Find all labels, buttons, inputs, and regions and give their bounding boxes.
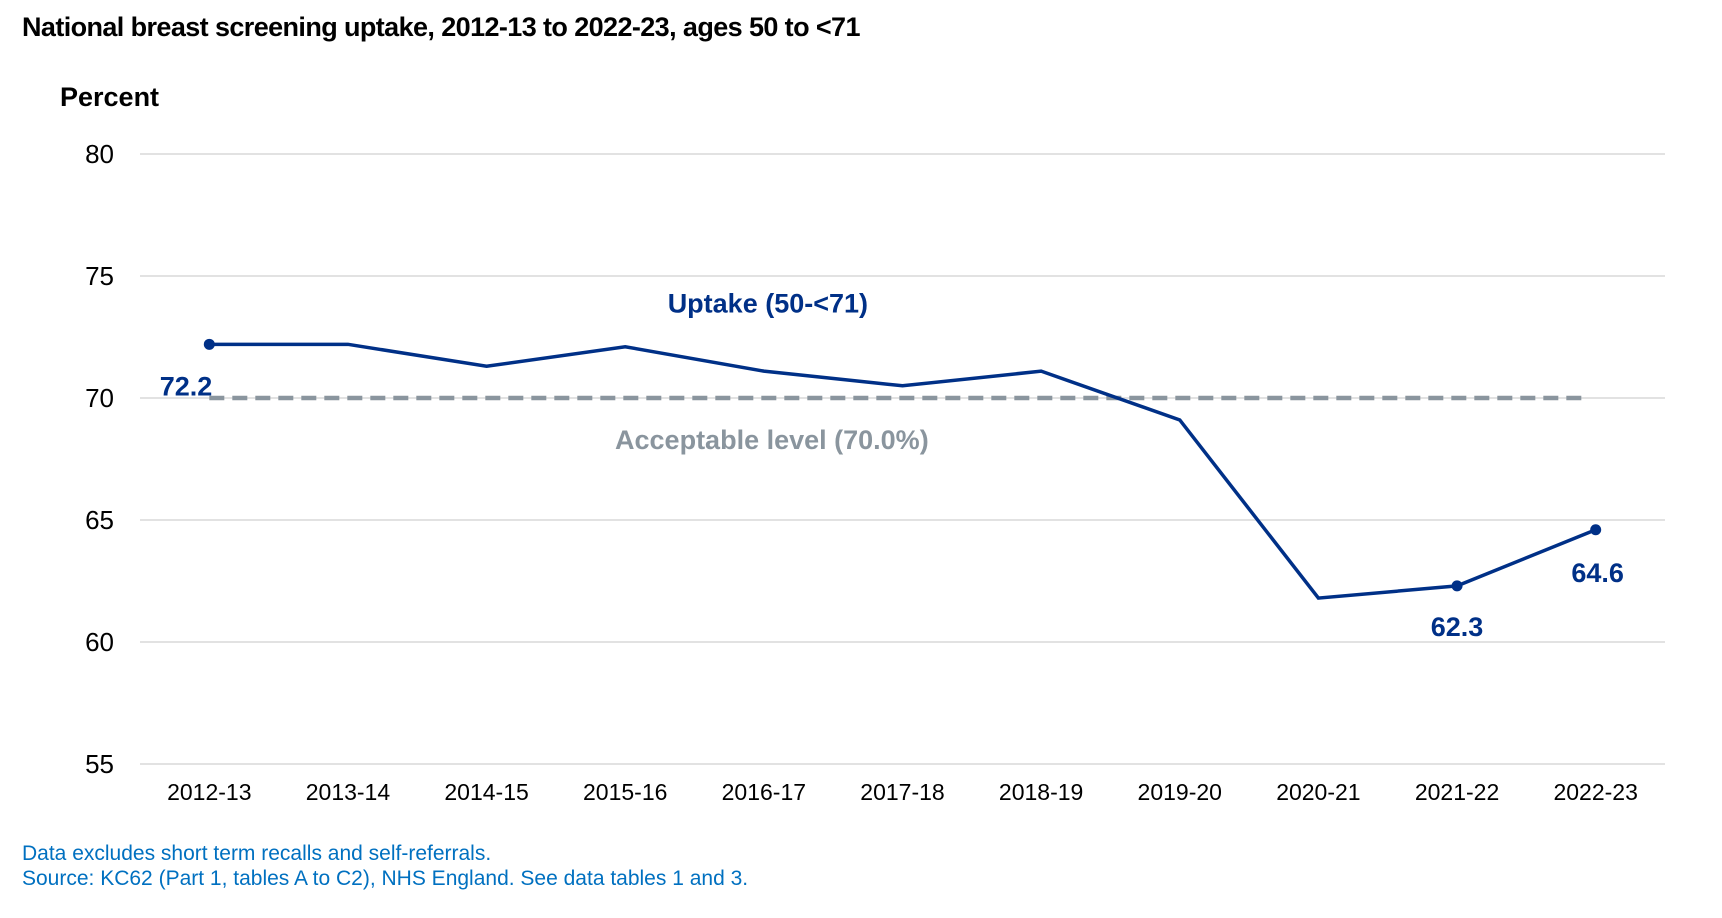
gridlines <box>140 153 1665 765</box>
y-tick-label: 65 <box>85 505 114 535</box>
acceptable-level-label: Acceptable level (70.0%) <box>615 425 929 455</box>
footnote-source: Source: KC62 (Part 1, tables A to C2), N… <box>22 867 749 890</box>
x-tick-label: 2021-22 <box>1415 779 1499 805</box>
uptake-marker-2012-13 <box>203 338 215 350</box>
x-tick-label: 2020-21 <box>1276 779 1360 805</box>
uptake-marker-2022-23 <box>1590 524 1602 536</box>
x-tick-label: 2022-23 <box>1553 779 1637 805</box>
data-label-2022-23: 64.6 <box>1571 558 1624 588</box>
uptake-line <box>209 342 1597 600</box>
y-tick-label: 60 <box>85 627 114 657</box>
series <box>203 338 1602 600</box>
x-tick-label: 2019-20 <box>1138 779 1222 805</box>
x-tick-label: 2014-15 <box>444 779 528 805</box>
x-tick-label: 2015-16 <box>583 779 667 805</box>
x-tick-label: 2012-13 <box>167 779 251 805</box>
y-tick-label: 80 <box>85 139 114 169</box>
y-tick-label: 70 <box>85 383 114 413</box>
y-tick-label: 75 <box>85 261 114 291</box>
x-tick-label: 2017-18 <box>860 779 944 805</box>
chart-title: National breast screening uptake, 2012-1… <box>22 12 860 42</box>
footnote-exclusions: Data excludes short term recalls and sel… <box>22 842 492 865</box>
y-axis-label: Percent <box>60 82 160 112</box>
y-tick-label: 55 <box>85 749 114 779</box>
x-tick-label: 2013-14 <box>306 779 391 805</box>
axis: 55 60 65 70 75 80 2012-13 2013-14 2014-15 2015-16… <box>85 139 1638 805</box>
data-label-2012-13: 72.2 <box>160 371 213 401</box>
x-tick-label: 2018-19 <box>999 779 1083 805</box>
uptake-series-label: Uptake (50-<71) <box>668 289 868 319</box>
annotations: Acceptable level (70.0%) Uptake (50-<71) 7… <box>160 289 1624 642</box>
x-tick-label: 2016-17 <box>722 779 806 805</box>
data-label-2021-22: 62.3 <box>1431 612 1484 642</box>
uptake-marker-2021-22 <box>1451 580 1463 592</box>
